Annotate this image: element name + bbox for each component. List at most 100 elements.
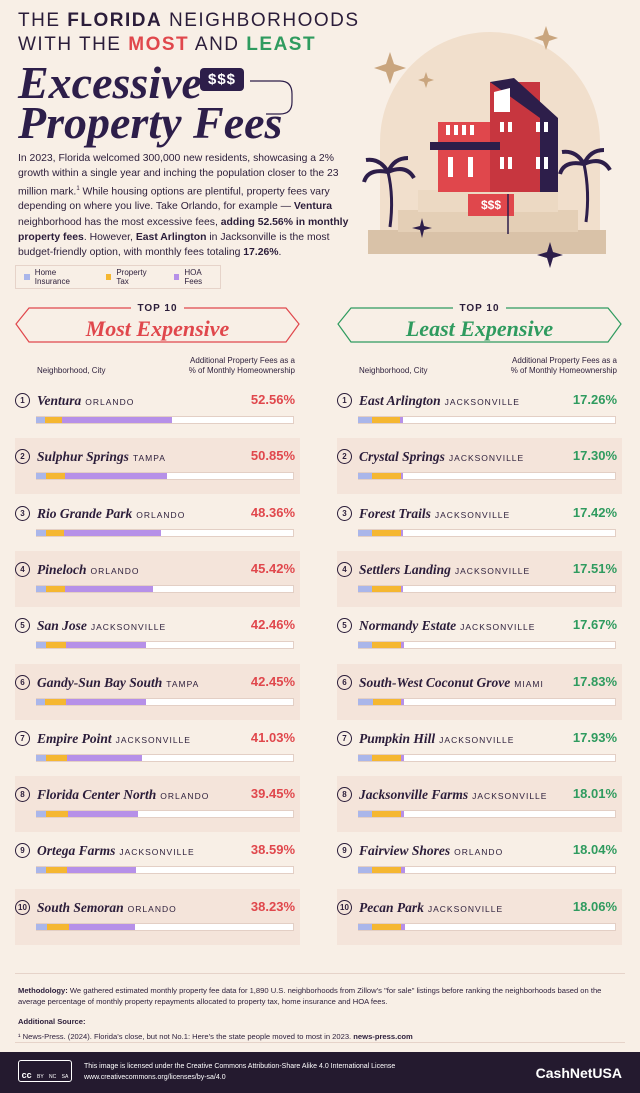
price-tag: $$$ — [200, 68, 245, 91]
value-label: 52.56% — [250, 392, 295, 407]
text: ¹ News-Press. (2024). Florida’s close, b… — [18, 1032, 352, 1041]
value-label: 50.85% — [250, 448, 295, 464]
city: JACKSONVILLE — [439, 734, 515, 745]
neighborhood: Fairview Shores ORLANDO — [359, 842, 503, 860]
bar-total — [358, 417, 403, 423]
bar-total — [36, 867, 136, 874]
neighborhood-name: Jacksonville Farms — [359, 787, 469, 803]
row: 5 San Jose JACKSONVILLE 42.46% — [15, 607, 300, 663]
cc-icon: SA — [61, 1074, 69, 1080]
rank: 10 — [337, 899, 352, 915]
intro-text: Ventura — [293, 201, 333, 213]
neighborhood: Pineloch ORLANDO — [37, 561, 140, 579]
neighborhood: Empire Point JACKSONVILLE — [37, 730, 191, 748]
panel-title: Least Expensive — [405, 316, 554, 341]
rank: 6 — [15, 674, 30, 690]
column-header: Neighborhood, City — [37, 366, 106, 375]
rank: 10 — [15, 899, 30, 915]
city: JACKSONVILLE — [460, 622, 536, 633]
intro-text: neighborhood has the most excessive fees… — [18, 216, 221, 228]
rank: 5 — [15, 618, 30, 634]
bar-total — [358, 867, 405, 874]
city: ORLANDO — [454, 847, 504, 858]
rank: 4 — [15, 561, 30, 577]
legend-swatch — [173, 274, 180, 280]
bar-total — [358, 585, 404, 592]
bar-total — [36, 923, 135, 930]
rank: 2 — [337, 449, 352, 465]
intro-text: adding 52.56% in monthly property fees — [18, 216, 349, 243]
bar-segment — [358, 867, 373, 874]
tag-string — [250, 80, 293, 115]
bar-total — [358, 529, 403, 536]
header-word: FLORIDA — [67, 10, 163, 31]
neighborhood-name: Ventura — [37, 393, 82, 408]
legend-label: Property Tax — [116, 268, 147, 286]
bar-segment — [46, 585, 66, 592]
neighborhood-name: Empire Point — [37, 730, 112, 746]
bar-segment — [36, 473, 47, 480]
cc-icon: BY — [37, 1074, 44, 1080]
bar-segment — [358, 473, 373, 480]
city: MIAMI — [514, 678, 544, 689]
divider — [15, 973, 625, 974]
neighborhood-name: Florida Center North — [37, 787, 157, 803]
city: JACKSONVILLE — [427, 903, 504, 914]
column-header: Additional Property Fees as a% of Monthl… — [487, 356, 617, 376]
link: news-press.com — [353, 1032, 413, 1041]
legend-item: Home Insurance — [24, 268, 92, 286]
neighborhood-name: Pineloch — [37, 561, 87, 577]
bar-segment — [400, 754, 405, 761]
illustration: $$$ — [362, 26, 612, 268]
bar-segment — [46, 473, 66, 480]
row: 4 Settlers Landing JACKSONVILLE 17.51% — [337, 550, 622, 607]
bar-segment — [358, 585, 373, 592]
bar-segment — [372, 923, 401, 930]
bar-segment — [400, 811, 405, 818]
neighborhood-name: Forest Trails — [359, 505, 431, 521]
value-label: 17.83% — [572, 673, 617, 689]
legend-swatch — [105, 274, 112, 280]
value-label: 41.03% — [250, 729, 295, 745]
value-label: 42.46% — [250, 617, 295, 633]
bar-total — [36, 417, 172, 423]
neighborhood-name: San Jose — [37, 618, 87, 634]
bar-total — [36, 473, 168, 480]
bar-segment — [64, 529, 161, 536]
methodology: Methodology: We gathered estimated month… — [18, 985, 623, 1042]
bar-segment — [46, 867, 67, 874]
intro-text: 1 — [76, 185, 80, 192]
badge-text: TOP 10 — [131, 303, 184, 314]
header-line: WITH THE MOST AND LEAST — [18, 34, 316, 56]
row: 3 Forest Trails JACKSONVILLE 17.42% — [337, 495, 622, 551]
bar-segment — [401, 698, 404, 705]
city: JACKSONVILLE — [115, 734, 191, 745]
intro: In 2023, Florida welcomed 300,000 new re… — [18, 151, 356, 261]
bar-segment — [69, 923, 135, 930]
bar-segment — [36, 754, 47, 761]
bar-segment — [358, 923, 373, 930]
value-label: 17.42% — [572, 504, 617, 520]
neighborhood-name: Sulphur Springs — [37, 449, 129, 465]
ribbon — [337, 307, 622, 343]
column-header-line: % of Monthly Homeownership — [188, 366, 295, 375]
bar-segment — [358, 754, 373, 761]
neighborhood: Florida Center North ORLANDO — [37, 786, 209, 804]
intro-text: In 2023, Florida welcomed 300,000 new re… — [18, 153, 339, 198]
bar-segment — [372, 642, 402, 649]
bar-segment — [36, 867, 47, 874]
bar-segment — [45, 698, 66, 705]
neighborhood-name: South Semoran — [37, 899, 124, 915]
intro-text: . — [278, 247, 282, 259]
column-header: Additional Property Fees as a% of Monthl… — [165, 356, 295, 376]
value-label: 17.26% — [572, 392, 617, 407]
bar-total — [358, 923, 405, 930]
city: JACKSONVILLE — [448, 453, 525, 464]
header-word: WITH THE — [18, 34, 122, 55]
city: ORLANDO — [90, 565, 140, 576]
cc-badge: cc BY NC SA — [18, 1060, 72, 1082]
city: JACKSONVILLE — [444, 397, 520, 407]
city: TAMPA — [132, 453, 166, 464]
cc-icon: cc — [21, 1070, 32, 1080]
